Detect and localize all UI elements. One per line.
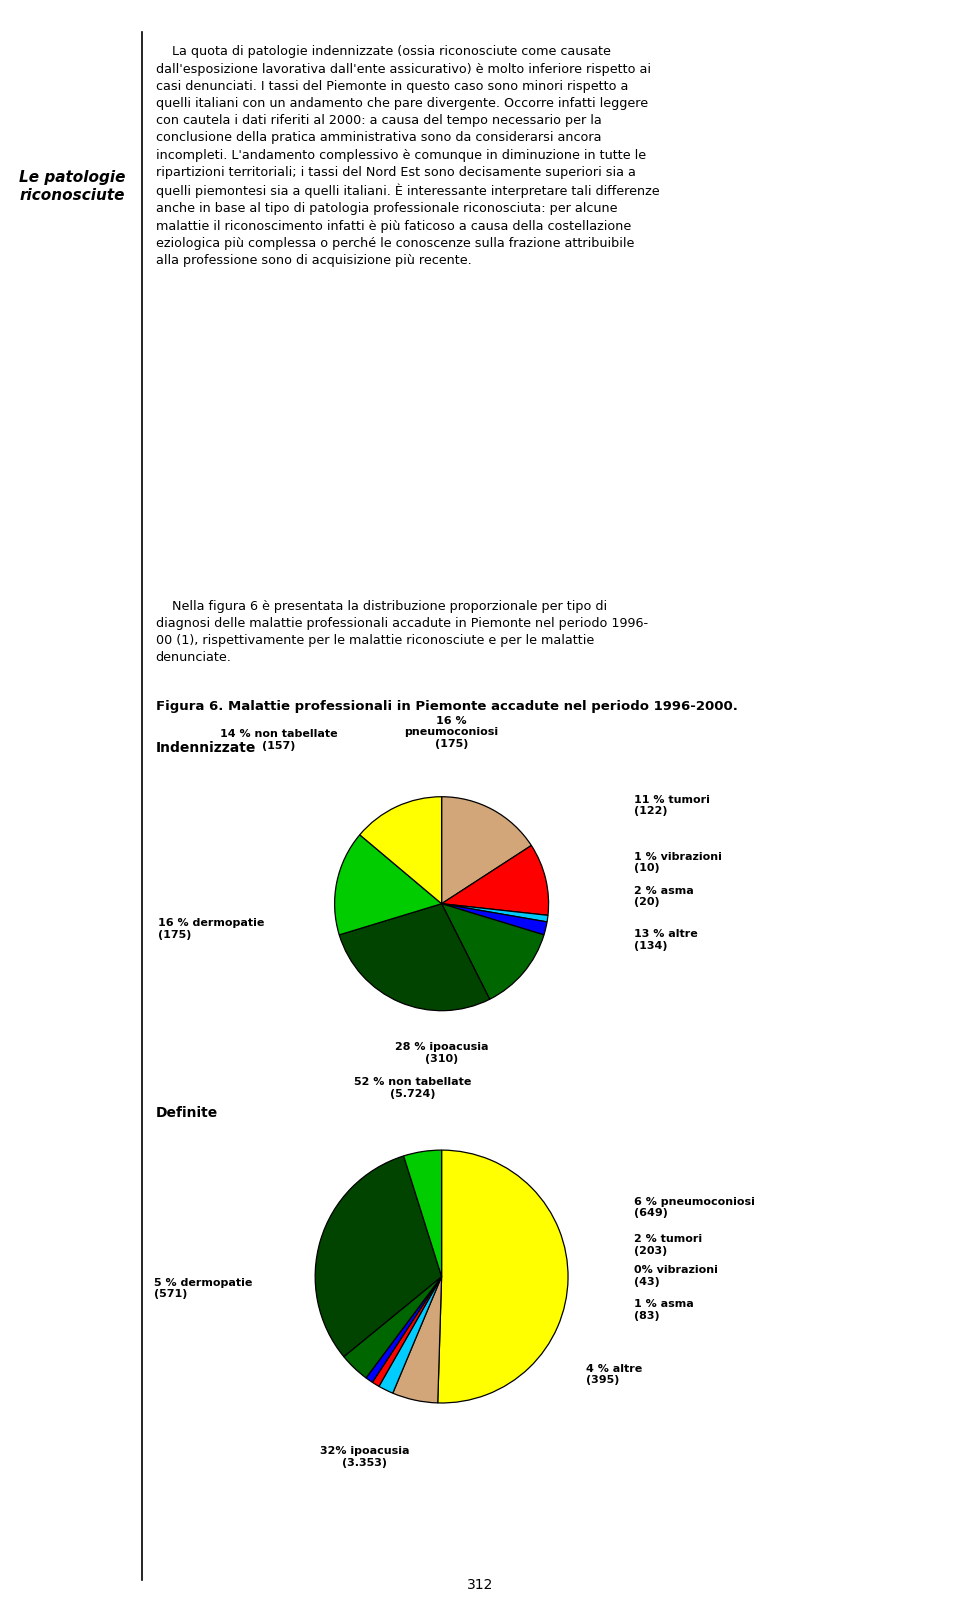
Text: 1 % vibrazioni
(10): 1 % vibrazioni (10) <box>634 851 722 874</box>
Text: Nella figura 6 è presentata la distribuzione proporzionale per tipo di
diagnosi : Nella figura 6 è presentata la distribuz… <box>156 600 648 665</box>
Wedge shape <box>442 905 547 935</box>
Wedge shape <box>442 796 531 905</box>
Text: 28 % ipoacusia
(310): 28 % ipoacusia (310) <box>395 1042 489 1063</box>
Wedge shape <box>438 1151 568 1404</box>
Wedge shape <box>335 835 442 935</box>
Wedge shape <box>379 1277 442 1392</box>
Text: 16 % dermopatie
(175): 16 % dermopatie (175) <box>158 917 265 940</box>
Wedge shape <box>442 905 548 922</box>
Wedge shape <box>315 1156 442 1357</box>
Text: 2 % asma
(20): 2 % asma (20) <box>634 885 693 908</box>
Text: 52 % non tabellate
(5.724): 52 % non tabellate (5.724) <box>354 1078 471 1099</box>
Wedge shape <box>393 1277 442 1402</box>
Text: Indennizzate: Indennizzate <box>156 741 256 755</box>
Wedge shape <box>372 1277 442 1386</box>
Wedge shape <box>442 905 544 999</box>
Text: 2 % tumori
(203): 2 % tumori (203) <box>634 1234 702 1256</box>
Text: Definite: Definite <box>156 1106 218 1120</box>
Text: La quota di patologie indennizzate (ossia riconosciute come causate
dall'esposiz: La quota di patologie indennizzate (ossi… <box>156 45 660 267</box>
Text: 16 %
pneumoconiosi
(175): 16 % pneumoconiosi (175) <box>404 716 498 749</box>
Wedge shape <box>442 846 548 916</box>
Wedge shape <box>366 1277 442 1383</box>
Text: 11 % tumori
(122): 11 % tumori (122) <box>634 794 709 817</box>
Text: 6 % pneumoconiosi
(649): 6 % pneumoconiosi (649) <box>634 1196 755 1219</box>
Text: 312: 312 <box>467 1577 493 1592</box>
Text: 4 % altre
(395): 4 % altre (395) <box>586 1363 642 1386</box>
Wedge shape <box>339 905 490 1012</box>
Wedge shape <box>360 796 442 905</box>
Text: 1 % asma
(83): 1 % asma (83) <box>634 1298 693 1321</box>
Text: Le patologie
riconosciute: Le patologie riconosciute <box>19 170 125 203</box>
Wedge shape <box>344 1277 442 1378</box>
Text: 5 % dermopatie
(571): 5 % dermopatie (571) <box>154 1277 252 1300</box>
Text: 0% vibrazioni
(43): 0% vibrazioni (43) <box>634 1264 717 1287</box>
Wedge shape <box>403 1151 442 1277</box>
Text: 13 % altre
(134): 13 % altre (134) <box>634 929 697 952</box>
Text: 14 % non tabellate
(157): 14 % non tabellate (157) <box>220 729 337 751</box>
Text: 32% ipoacusia
(3.353): 32% ipoacusia (3.353) <box>320 1446 410 1467</box>
Text: Figura 6. Malattie professionali in Piemonte accadute nel periodo 1996-2000.: Figura 6. Malattie professionali in Piem… <box>156 700 737 713</box>
